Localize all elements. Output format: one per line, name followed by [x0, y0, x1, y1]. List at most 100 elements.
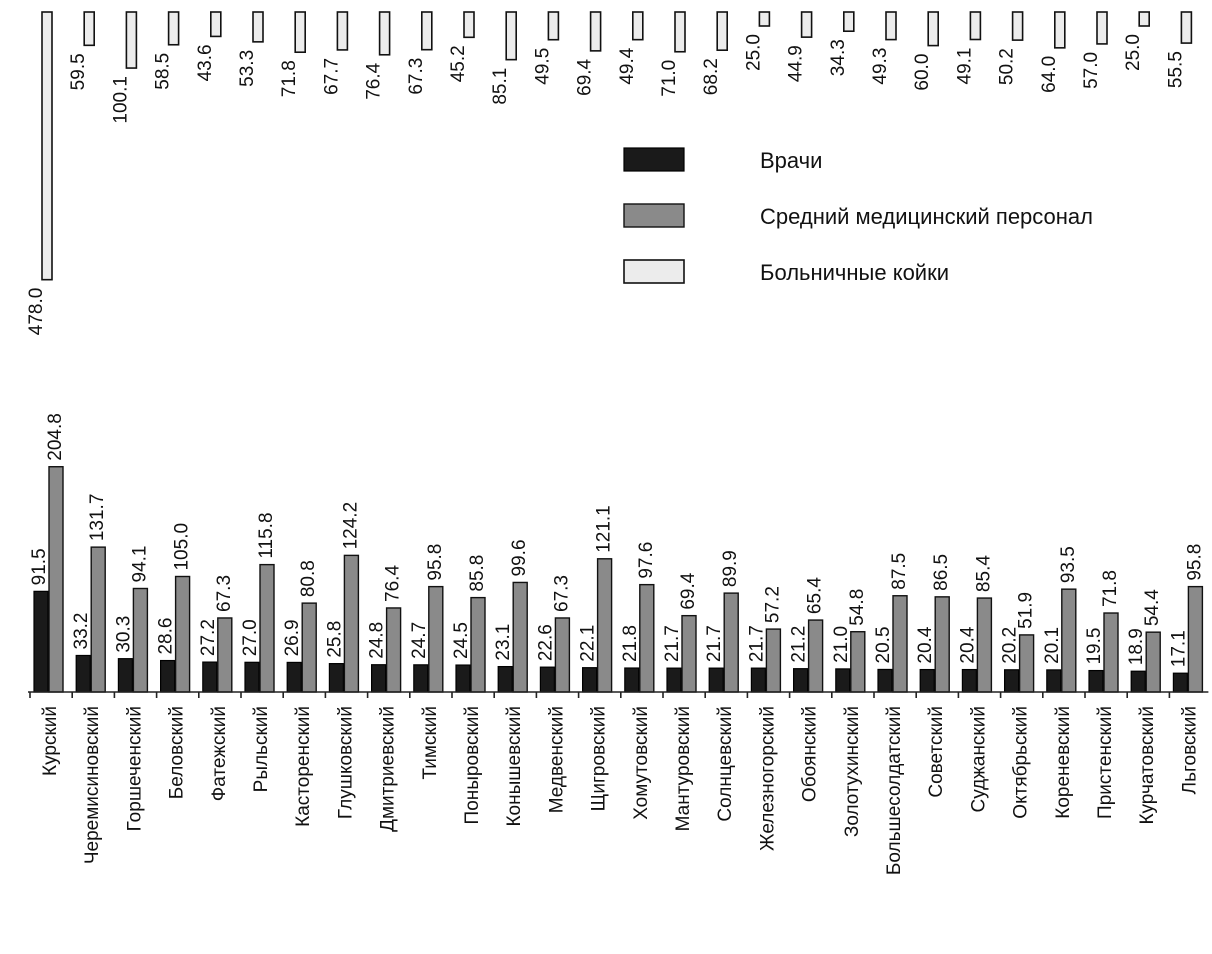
value-label-doctors: 24.5: [451, 622, 472, 659]
category-label: Кореневский: [1053, 706, 1074, 819]
category-labels: Курский Черемисиновский Горшеченский Беловс…: [40, 706, 1200, 875]
bar-nurses: [470, 596, 486, 693]
category-label: Фатежский: [209, 706, 230, 801]
bar-nurses: [259, 563, 275, 693]
category-label: Пристенский: [1095, 706, 1116, 819]
bar-doctors: [539, 666, 556, 693]
category-label: Советский: [926, 706, 947, 798]
value-label-doctors: 19.5: [1084, 628, 1105, 665]
value-label-doctors: 20.2: [1000, 627, 1021, 664]
bar-doctors: [666, 667, 682, 693]
value-label-doctors: 20.5: [873, 626, 894, 663]
bar-beds: [885, 11, 897, 41]
value-label-doctors: 22.6: [535, 624, 556, 661]
bar-beds: [1138, 11, 1150, 27]
bar-nurses: [132, 587, 149, 693]
category-label: Глушковский: [335, 706, 356, 819]
bar-nurses: [1061, 588, 1077, 693]
value-label-nurses: 94.1: [129, 546, 150, 583]
bar-doctors: [413, 664, 429, 693]
category-label: Железногорский: [757, 706, 778, 851]
legend-label-nurses: Средний медицинский персонал: [760, 204, 1093, 229]
value-label-beds: 67.3: [406, 58, 427, 95]
bar-doctors: [624, 667, 640, 693]
value-label-beds: 76.4: [364, 62, 385, 99]
bar-doctors: [497, 665, 513, 693]
bar-nurses: [90, 546, 106, 693]
bar-nurses: [723, 592, 739, 693]
bar-beds: [167, 11, 180, 46]
bar-beds: [842, 11, 855, 33]
value-label-nurses: 57.2: [762, 586, 783, 623]
value-label-beds: 59.5: [68, 53, 89, 90]
value-label-beds: 478.0: [26, 288, 47, 336]
bar-doctors: [202, 661, 218, 693]
value-label-nurses: 76.4: [383, 565, 404, 602]
value-label-beds: 67.7: [321, 58, 342, 95]
value-label-nurses: 67.3: [214, 575, 235, 612]
bar-doctors: [286, 661, 302, 693]
value-label-doctors: 33.2: [71, 612, 92, 649]
value-label-doctors: 21.7: [662, 625, 683, 662]
value-label-nurses: 85.4: [973, 555, 994, 592]
value-label-nurses: 65.4: [805, 577, 826, 614]
value-label-beds: 71.0: [659, 60, 680, 97]
bar-nurses: [512, 581, 528, 693]
bar-beds: [674, 11, 686, 53]
bar-doctors: [1130, 670, 1146, 693]
category-label: Щигровский: [589, 706, 610, 811]
bar-doctors: [919, 668, 935, 693]
bar-beds: [716, 11, 729, 51]
value-label-beds: 49.1: [954, 47, 975, 84]
bar-nurses: [596, 558, 613, 693]
bar-nurses: [343, 554, 360, 693]
value-label-nurses: 97.6: [636, 542, 657, 579]
category-label: Курский: [40, 706, 61, 776]
bar-doctors: [750, 667, 767, 693]
bar-nurses: [385, 607, 402, 693]
value-label-beds: 50.2: [997, 48, 1018, 85]
value-label-beds: 49.5: [532, 48, 553, 85]
value-label-nurses: 95.8: [1184, 544, 1205, 581]
bar-beds: [927, 11, 940, 47]
bar-nurses: [301, 602, 317, 693]
value-label-nurses: 204.8: [45, 413, 66, 461]
category-label: Мантуровский: [673, 706, 694, 831]
category-label: Дмитриевский: [378, 706, 399, 832]
bar-nurses: [934, 596, 950, 693]
bar-beds: [378, 11, 391, 56]
value-label-beds: 60.0: [912, 54, 933, 91]
value-label-nurses: 54.4: [1142, 589, 1163, 626]
bar-beds: [547, 11, 560, 41]
value-label-beds: 43.6: [195, 44, 216, 81]
value-label-nurses: 131.7: [87, 494, 108, 542]
bar-nurses: [217, 617, 233, 693]
bar-beds: [1054, 11, 1066, 49]
value-label-doctors: 28.6: [156, 618, 177, 655]
legend: Врачи Средний медицинский персонал Больн…: [623, 147, 1093, 285]
value-label-beds: 69.4: [575, 58, 596, 95]
category-label: Суджанский: [968, 706, 989, 813]
bar-doctors: [455, 664, 471, 693]
value-label-nurses: 67.3: [551, 575, 572, 612]
category-label: Конышевский: [504, 706, 525, 827]
category-label: Горшеченский: [124, 706, 145, 831]
bar-doctors: [961, 668, 978, 693]
value-label-nurses: 121.1: [594, 505, 615, 553]
value-label-beds: 68.2: [701, 58, 722, 95]
value-label-nurses: 80.8: [298, 560, 319, 597]
value-label-doctors: 21.8: [620, 625, 641, 662]
category-label: Золотухинский: [842, 706, 863, 837]
bar-beds: [589, 11, 602, 52]
value-label-nurses: 93.5: [1058, 546, 1079, 583]
staff-bars-layer: 91.5 204.8 33.2 131.7 30.3 94.1 28.6 105.0 27.2 6…: [29, 413, 1205, 693]
bar-doctors: [1088, 669, 1104, 693]
value-label-beds: 53.3: [237, 50, 258, 87]
legend-swatch-doctors: [623, 147, 685, 172]
value-label-doctors: 20.4: [915, 626, 936, 663]
category-label: Курчатовский: [1137, 706, 1158, 825]
bar-nurses: [850, 631, 866, 693]
bar-doctors: [33, 590, 49, 693]
category-label: Солнцевский: [715, 706, 736, 822]
